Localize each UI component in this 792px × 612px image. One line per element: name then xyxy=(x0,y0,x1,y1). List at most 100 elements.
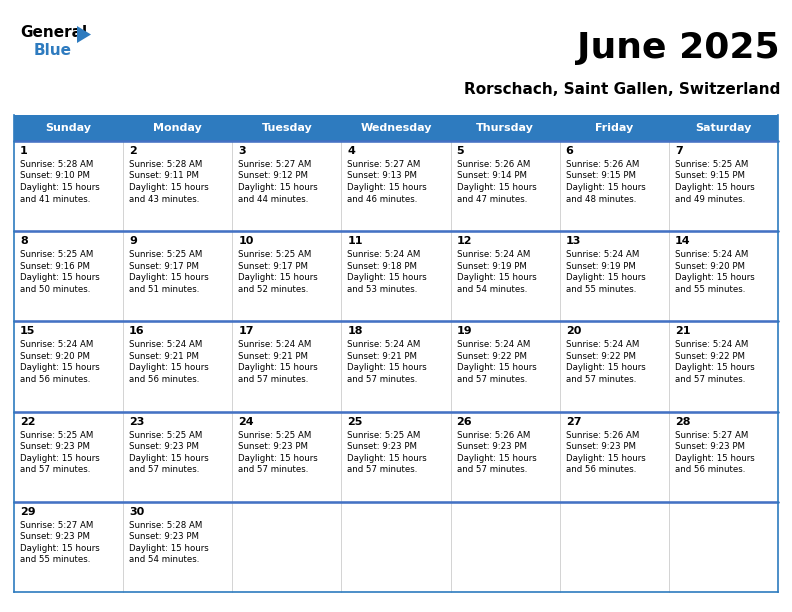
Bar xyxy=(123,412,232,502)
Text: and 57 minutes.: and 57 minutes. xyxy=(565,375,636,384)
Bar xyxy=(669,321,778,412)
Text: and 53 minutes.: and 53 minutes. xyxy=(348,285,418,294)
Text: and 57 minutes.: and 57 minutes. xyxy=(348,465,418,474)
Bar xyxy=(123,141,232,231)
Text: Daylight: 15 hours: Daylight: 15 hours xyxy=(565,183,645,192)
Bar xyxy=(341,115,451,141)
Text: and 46 minutes.: and 46 minutes. xyxy=(348,195,418,204)
Text: Sunrise: 5:25 AM: Sunrise: 5:25 AM xyxy=(238,431,312,439)
Text: Monday: Monday xyxy=(154,123,202,133)
Bar xyxy=(232,412,341,502)
Bar xyxy=(560,502,669,592)
Bar xyxy=(123,502,232,592)
Text: 30: 30 xyxy=(129,507,144,517)
Text: Sunrise: 5:25 AM: Sunrise: 5:25 AM xyxy=(348,431,421,439)
Text: Sunset: 9:17 PM: Sunset: 9:17 PM xyxy=(238,262,308,271)
Text: Daylight: 15 hours: Daylight: 15 hours xyxy=(129,364,209,372)
Text: and 49 minutes.: and 49 minutes. xyxy=(675,195,745,204)
Text: Sunrise: 5:24 AM: Sunrise: 5:24 AM xyxy=(565,250,639,259)
Bar xyxy=(14,412,123,502)
Text: and 57 minutes.: and 57 minutes. xyxy=(456,375,527,384)
Text: Daylight: 15 hours: Daylight: 15 hours xyxy=(238,453,318,463)
Text: Daylight: 15 hours: Daylight: 15 hours xyxy=(456,183,536,192)
Text: Saturday: Saturday xyxy=(695,123,752,133)
Bar xyxy=(232,321,341,412)
Bar xyxy=(451,321,560,412)
Bar xyxy=(232,231,341,321)
Text: Sunset: 9:23 PM: Sunset: 9:23 PM xyxy=(20,442,90,451)
Text: Rorschach, Saint Gallen, Switzerland: Rorschach, Saint Gallen, Switzerland xyxy=(463,83,780,97)
Bar xyxy=(341,321,451,412)
Text: and 55 minutes.: and 55 minutes. xyxy=(565,285,636,294)
Text: Sunrise: 5:25 AM: Sunrise: 5:25 AM xyxy=(20,250,93,259)
Text: 15: 15 xyxy=(20,326,36,337)
Text: Daylight: 15 hours: Daylight: 15 hours xyxy=(565,364,645,372)
Text: Daylight: 15 hours: Daylight: 15 hours xyxy=(456,364,536,372)
Text: 14: 14 xyxy=(675,236,691,246)
Text: Sunset: 9:23 PM: Sunset: 9:23 PM xyxy=(129,442,199,451)
Text: Wednesday: Wednesday xyxy=(360,123,432,133)
Bar xyxy=(232,502,341,592)
Text: Daylight: 15 hours: Daylight: 15 hours xyxy=(348,364,427,372)
Text: Sunset: 9:23 PM: Sunset: 9:23 PM xyxy=(129,532,199,541)
Bar xyxy=(232,115,341,141)
Text: Sunset: 9:19 PM: Sunset: 9:19 PM xyxy=(565,262,636,271)
Text: Daylight: 15 hours: Daylight: 15 hours xyxy=(565,453,645,463)
Bar xyxy=(123,321,232,412)
Text: Sunset: 9:23 PM: Sunset: 9:23 PM xyxy=(456,442,527,451)
Bar xyxy=(341,502,451,592)
Text: and 55 minutes.: and 55 minutes. xyxy=(20,555,90,564)
Text: 27: 27 xyxy=(565,417,581,427)
Text: 22: 22 xyxy=(20,417,36,427)
Text: Sunset: 9:12 PM: Sunset: 9:12 PM xyxy=(238,171,308,181)
Text: Sunrise: 5:24 AM: Sunrise: 5:24 AM xyxy=(456,340,530,349)
Bar xyxy=(14,141,123,231)
Text: and 56 minutes.: and 56 minutes. xyxy=(20,375,90,384)
Text: Sunset: 9:23 PM: Sunset: 9:23 PM xyxy=(565,442,636,451)
Text: and 51 minutes.: and 51 minutes. xyxy=(129,285,200,294)
Text: 11: 11 xyxy=(348,236,363,246)
Text: Sunset: 9:20 PM: Sunset: 9:20 PM xyxy=(20,352,90,361)
Text: Sunset: 9:22 PM: Sunset: 9:22 PM xyxy=(675,352,744,361)
Text: 7: 7 xyxy=(675,146,683,156)
Text: Sunrise: 5:24 AM: Sunrise: 5:24 AM xyxy=(675,340,748,349)
Text: Sunrise: 5:24 AM: Sunrise: 5:24 AM xyxy=(565,340,639,349)
Text: 5: 5 xyxy=(456,146,464,156)
Text: Sunrise: 5:27 AM: Sunrise: 5:27 AM xyxy=(675,431,748,439)
Text: 29: 29 xyxy=(20,507,36,517)
Text: Sunset: 9:18 PM: Sunset: 9:18 PM xyxy=(348,262,417,271)
Text: Sunset: 9:21 PM: Sunset: 9:21 PM xyxy=(348,352,417,361)
Text: Sunset: 9:17 PM: Sunset: 9:17 PM xyxy=(129,262,199,271)
Text: Sunset: 9:13 PM: Sunset: 9:13 PM xyxy=(348,171,417,181)
Text: and 57 minutes.: and 57 minutes. xyxy=(348,375,418,384)
Bar xyxy=(451,231,560,321)
Text: 20: 20 xyxy=(565,326,581,337)
Text: Sunday: Sunday xyxy=(46,123,92,133)
Bar xyxy=(451,412,560,502)
Text: and 56 minutes.: and 56 minutes. xyxy=(675,465,745,474)
Text: 10: 10 xyxy=(238,236,253,246)
Text: General: General xyxy=(20,25,87,40)
Bar xyxy=(14,321,123,412)
Text: Sunset: 9:16 PM: Sunset: 9:16 PM xyxy=(20,262,90,271)
Bar xyxy=(341,412,451,502)
Text: Daylight: 15 hours: Daylight: 15 hours xyxy=(20,273,100,282)
Text: Sunrise: 5:25 AM: Sunrise: 5:25 AM xyxy=(129,250,203,259)
Text: 26: 26 xyxy=(456,417,472,427)
Bar xyxy=(14,502,123,592)
Text: Daylight: 15 hours: Daylight: 15 hours xyxy=(238,364,318,372)
Bar xyxy=(560,231,669,321)
Text: Sunrise: 5:24 AM: Sunrise: 5:24 AM xyxy=(238,340,312,349)
Text: 25: 25 xyxy=(348,417,363,427)
Text: 19: 19 xyxy=(456,326,472,337)
Text: Daylight: 15 hours: Daylight: 15 hours xyxy=(348,453,427,463)
Text: Sunrise: 5:24 AM: Sunrise: 5:24 AM xyxy=(129,340,203,349)
Text: 28: 28 xyxy=(675,417,691,427)
Bar xyxy=(451,115,560,141)
Bar xyxy=(669,412,778,502)
Text: Sunset: 9:10 PM: Sunset: 9:10 PM xyxy=(20,171,90,181)
Text: and 54 minutes.: and 54 minutes. xyxy=(456,285,527,294)
Text: Sunrise: 5:25 AM: Sunrise: 5:25 AM xyxy=(129,431,203,439)
Text: and 54 minutes.: and 54 minutes. xyxy=(129,555,200,564)
Text: Sunrise: 5:26 AM: Sunrise: 5:26 AM xyxy=(565,160,639,169)
